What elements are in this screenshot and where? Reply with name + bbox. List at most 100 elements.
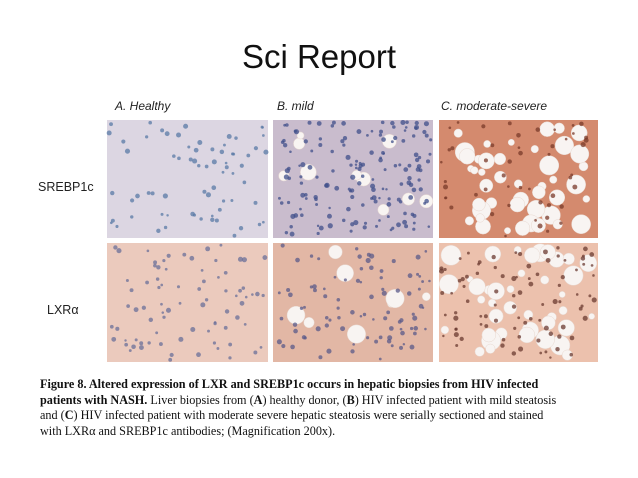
texture [219, 149, 225, 155]
texture [316, 231, 320, 236]
texture [391, 259, 396, 264]
texture [443, 180, 447, 184]
texture [253, 200, 258, 205]
texture [350, 310, 355, 315]
caption-segment: B [346, 392, 355, 407]
texture [345, 154, 351, 160]
texture [407, 273, 413, 279]
texture [205, 192, 212, 198]
texture [470, 166, 479, 175]
texture [293, 137, 306, 150]
texture [421, 280, 425, 283]
texture [506, 285, 515, 294]
texture [336, 306, 340, 310]
texture [556, 254, 560, 258]
texture [379, 129, 383, 134]
texture [462, 284, 466, 288]
texture [453, 332, 459, 338]
texture [187, 145, 191, 149]
texture [219, 243, 223, 247]
texture [279, 201, 284, 205]
texture [323, 294, 328, 299]
texture [518, 346, 524, 352]
texture [214, 218, 219, 223]
texture [163, 225, 168, 230]
micrograph-grid [106, 119, 598, 362]
texture [439, 274, 459, 295]
texture [418, 187, 423, 192]
texture [425, 159, 431, 164]
texture [146, 191, 151, 195]
texture [165, 307, 172, 313]
texture [289, 225, 293, 229]
texture [202, 279, 206, 284]
texture [130, 198, 135, 203]
texture [350, 174, 356, 180]
texture [546, 229, 550, 233]
texture [109, 122, 113, 127]
texture [255, 291, 260, 297]
texture [372, 318, 375, 321]
texture [412, 227, 416, 231]
texture [228, 342, 233, 347]
texture [414, 120, 419, 126]
texture [210, 147, 215, 152]
texture [413, 152, 419, 158]
texture [559, 221, 563, 225]
texture [392, 125, 396, 129]
texture [374, 339, 379, 344]
texture [379, 269, 384, 273]
texture [228, 356, 232, 360]
texture [524, 247, 541, 264]
texture [331, 120, 336, 125]
texture [444, 196, 448, 200]
texture [518, 326, 536, 344]
texture [284, 168, 290, 174]
texture [580, 304, 584, 308]
texture [518, 150, 523, 156]
texture [556, 246, 560, 250]
texture [197, 139, 203, 145]
texture [244, 295, 248, 299]
texture [328, 318, 332, 322]
texture [348, 189, 352, 193]
texture [580, 141, 586, 148]
texture [465, 274, 469, 279]
texture [223, 270, 228, 275]
texture [385, 289, 405, 309]
texture [341, 121, 346, 126]
texture [234, 136, 238, 140]
caption-segment: Figure 8. Altered expression of LXR and … [40, 377, 539, 407]
texture [199, 217, 203, 221]
texture [315, 326, 321, 332]
texture [540, 275, 550, 285]
texture [535, 272, 540, 277]
texture [538, 200, 543, 205]
texture [396, 222, 401, 228]
texture [292, 322, 298, 327]
texture [511, 304, 517, 309]
texture [580, 256, 586, 261]
texture [571, 214, 591, 234]
texture [428, 279, 431, 283]
texture [155, 277, 160, 281]
texture [315, 175, 319, 179]
texture [403, 129, 407, 132]
texture [399, 345, 403, 350]
texture [373, 199, 378, 204]
texture [129, 288, 134, 293]
texture [324, 316, 329, 320]
texture [399, 318, 404, 323]
texture [582, 195, 591, 203]
texture [562, 252, 575, 265]
texture [211, 159, 217, 165]
texture [557, 283, 561, 287]
texture [440, 325, 450, 335]
texture [538, 318, 542, 322]
texture [517, 269, 526, 278]
texture [479, 323, 483, 326]
texture [408, 182, 414, 188]
texture [509, 196, 526, 213]
texture [169, 352, 174, 358]
texture [424, 327, 427, 331]
